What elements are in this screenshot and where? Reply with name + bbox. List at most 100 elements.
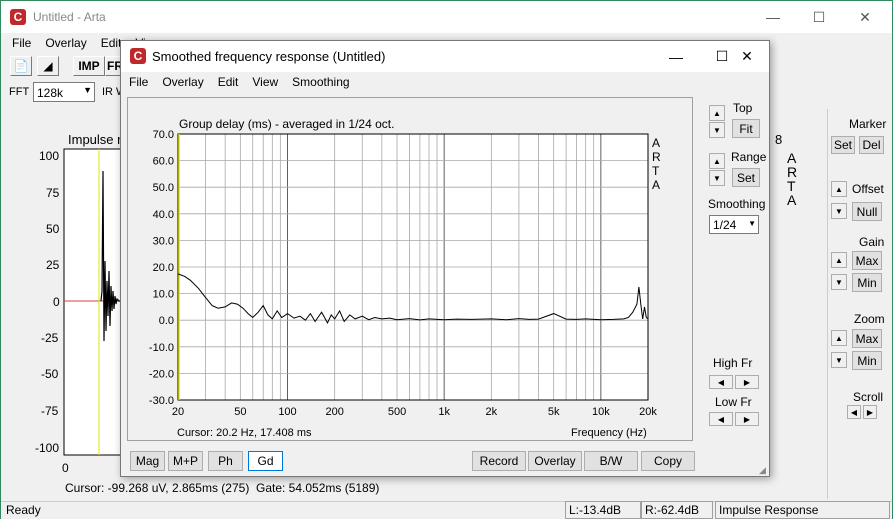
minimize-button[interactable]: — <box>766 9 780 25</box>
chart-arta-letter: T <box>652 164 660 178</box>
toolbar-imp-button[interactable]: IMP <box>73 56 105 76</box>
fit-button[interactable]: Fit <box>732 119 760 138</box>
x-tick-label: 100 <box>278 406 296 418</box>
resize-grip-icon[interactable]: ◢ <box>759 465 766 475</box>
menu-edit[interactable]: Edit <box>100 36 122 50</box>
impulse-plot-frame <box>63 148 131 456</box>
high-fr-label: High Fr <box>713 356 753 370</box>
y-tick-label: 50.0 <box>153 182 174 194</box>
dialog-menu-overlay[interactable]: Overlay <box>162 75 204 89</box>
arta-letter: A <box>787 150 797 166</box>
low-fr-label: Low Fr <box>715 395 752 409</box>
gain-max-button[interactable]: Max <box>852 251 882 270</box>
high-fr-right-button[interactable]: ▶ <box>735 375 759 389</box>
zoom-max-button[interactable]: Max <box>852 329 882 348</box>
main-y-tick: -25 <box>41 331 59 345</box>
x-axis-label: Frequency (Hz) <box>571 427 647 439</box>
range-down-button[interactable]: ▼ <box>709 170 725 186</box>
chart-title: Group delay (ms) - averaged in 1/24 oct. <box>179 117 395 131</box>
record-button[interactable]: Record <box>472 451 526 471</box>
close-button[interactable]: ✕ <box>859 8 871 25</box>
dialog-maximize-button[interactable]: ☐ <box>715 48 729 64</box>
y-tick-label: 30.0 <box>153 235 174 247</box>
main-window-title: Untitled - Arta <box>33 10 106 24</box>
main-x-tick: 0 <box>62 461 69 475</box>
app-logo-icon: C <box>10 9 26 25</box>
range-set-button[interactable]: Set <box>732 168 760 187</box>
range-up-button[interactable]: ▲ <box>709 153 725 169</box>
status-right-level: R:-62.4dB <box>641 501 713 519</box>
x-tick-label: 10k <box>592 406 610 418</box>
toolbar-cursor-button[interactable]: ◢ <box>37 56 59 76</box>
offset-down-button[interactable]: ▼ <box>831 203 847 219</box>
gain-down-button[interactable]: ▼ <box>831 274 847 290</box>
dialog-cursor-readout: Cursor: 20.2 Hz, 17.408 ms <box>177 427 312 439</box>
offset-up-button[interactable]: ▲ <box>831 181 847 197</box>
smoothing-value: 1/24 <box>713 218 737 232</box>
offset-null-button[interactable]: Null <box>852 202 882 221</box>
ph-button[interactable]: Ph <box>208 451 243 471</box>
status-mode: Impulse Response <box>715 501 890 519</box>
maximize-button[interactable]: ☐ <box>812 8 826 25</box>
gain-min-button[interactable]: Min <box>852 273 882 292</box>
mp-button[interactable]: M+P <box>168 451 203 471</box>
chevron-down-icon: ▼ <box>748 219 756 228</box>
scroll-right-button[interactable]: ▶ <box>863 405 877 419</box>
arta-letter: T <box>787 178 796 194</box>
zoom-down-button[interactable]: ▼ <box>831 352 847 368</box>
x-tick-label: 50 <box>234 406 246 418</box>
dialog-logo-icon: C <box>130 48 146 64</box>
top-down-button[interactable]: ▼ <box>709 122 725 138</box>
high-fr-left-button[interactable]: ◀ <box>709 375 733 389</box>
chart-arta-letter: A <box>652 136 661 150</box>
marker-del-button[interactable]: Del <box>859 136 884 154</box>
y-tick-label: 40.0 <box>153 209 174 221</box>
main-cursor-readout: Cursor: -99.268 uV, 2.865ms (275) Gate: … <box>65 481 380 495</box>
y-tick-label: 70.0 <box>153 129 174 141</box>
gain-up-button[interactable]: ▲ <box>831 252 847 268</box>
offset-label: Offset <box>852 182 884 196</box>
zoom-label: Zoom <box>854 312 885 326</box>
dialog-menu-view[interactable]: View <box>252 75 279 89</box>
main-y-tick: -100 <box>35 441 60 455</box>
zoom-up-button[interactable]: ▲ <box>831 330 847 346</box>
dialog-menu-smoothing[interactable]: Smoothing <box>292 75 350 89</box>
main-right-fragment: 8 <box>775 132 783 147</box>
zoom-min-button[interactable]: Min <box>852 351 882 370</box>
marker-set-button[interactable]: Set <box>831 136 855 154</box>
dialog-menu-edit[interactable]: Edit <box>217 75 239 89</box>
gd-button[interactable]: Gd <box>248 451 283 471</box>
x-tick-label: 20k <box>639 406 657 418</box>
overlay-button[interactable]: Overlay <box>528 451 582 471</box>
smoothing-select[interactable]: 1/24 ▼ <box>709 215 759 234</box>
chevron-down-icon: ▼ <box>83 85 92 95</box>
y-tick-label: 0.0 <box>159 315 174 327</box>
smoothed-fr-dialog: C Smoothed frequency response (Untitled)… <box>120 40 770 477</box>
x-tick-label: 1k <box>438 406 450 418</box>
scroll-left-button[interactable]: ◀ <box>847 405 861 419</box>
chart-arta-letter: R <box>652 150 661 164</box>
main-titlebar: C Untitled - Arta — ☐ ✕ <box>1 1 892 33</box>
gain-label: Gain <box>859 235 885 249</box>
dialog-menu-file[interactable]: File <box>129 75 149 89</box>
dialog-close-button[interactable]: ✕ <box>741 48 753 64</box>
mag-button[interactable]: Mag <box>130 451 165 471</box>
top-up-button[interactable]: ▲ <box>709 105 725 121</box>
x-tick-label: 500 <box>388 406 406 418</box>
bw-button[interactable]: B/W <box>584 451 638 471</box>
marker-label: Marker <box>849 117 887 131</box>
toolbar-new-button[interactable]: 📄 <box>10 56 32 76</box>
fft-select[interactable]: 128k ▼ <box>33 82 95 102</box>
low-fr-left-button[interactable]: ◀ <box>709 412 733 426</box>
group-delay-chart[interactable]: 70.0 60.0 50.0 40.0 30.0 20.0 10.0 0.0 -10.0 -20.… <box>121 41 771 461</box>
dialog-title: Smoothed frequency response (Untitled) <box>152 49 386 64</box>
plot-frame <box>177 133 649 401</box>
arta-letter: R <box>787 164 798 180</box>
fft-label: FFT <box>9 86 30 98</box>
low-fr-right-button[interactable]: ▶ <box>735 412 759 426</box>
dialog-minimize-button[interactable]: — <box>669 48 683 65</box>
y-tick-label: 10.0 <box>153 289 174 301</box>
copy-button[interactable]: Copy <box>641 451 695 471</box>
menu-overlay[interactable]: Overlay <box>45 36 87 50</box>
menu-file[interactable]: File <box>12 36 32 50</box>
